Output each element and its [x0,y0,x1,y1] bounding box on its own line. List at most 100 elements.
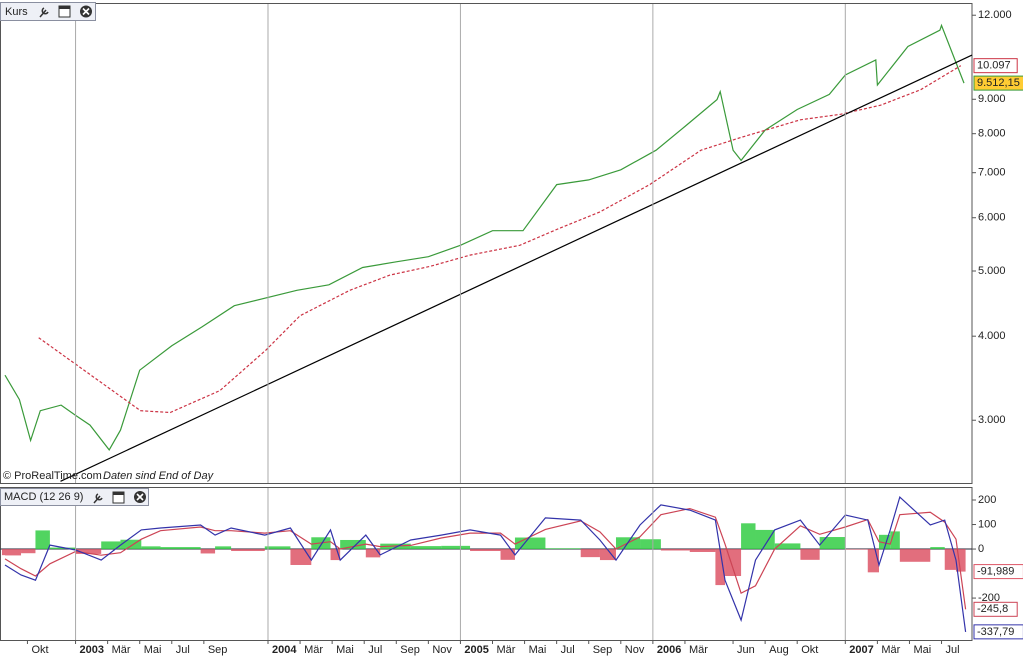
value-label-box [973,601,1018,617]
header-box [0,2,96,21]
x-tick-label: Jul [561,644,575,656]
panel-title: Kurs [5,6,28,18]
histogram-bar [290,549,312,565]
histogram-bar [200,549,216,554]
window-icon-bar [59,6,70,9]
histogram-bar [890,531,900,550]
histogram-bar [660,549,690,551]
series-line [4,496,967,632]
value-label: 9.512,15 [977,77,1020,89]
histogram-bar [878,534,891,550]
value-label: -337,79 [977,626,1014,638]
histogram-bar [120,539,142,550]
value-label: 10.097 [977,60,1011,72]
plot: 3.000 4.000 5.000 6.000 7.000 8.000 9.000 12.00… [0,4,1023,656]
value-label: -91,989 [977,566,1014,578]
x-tick-label: Sep [400,644,420,656]
histogram-bar [599,549,616,561]
macd-panel [0,487,973,641]
x-tick-label: Mai [336,644,354,656]
histogram-bar [689,549,716,552]
settings-icon[interactable] [39,7,49,18]
x-tick-label: 2007 [849,644,873,656]
close-cross [136,493,144,501]
series-line [60,54,973,482]
histogram-bar [49,547,76,550]
x-tick-label: 2003 [80,644,104,656]
header-box [0,488,149,506]
value-label-box [973,75,1023,91]
series-line [4,507,967,610]
x-tick-label: Mai [529,644,547,656]
histogram-bar [640,539,661,550]
value-label: -245,8 [977,603,1008,615]
y-tick-label: 200 [978,494,996,506]
histogram-bar [741,523,756,550]
x-tick-label: Mär [497,644,516,656]
x-tick-label: Jul [368,644,382,656]
macd-header: MACD (12 26 9) [0,488,149,506]
histogram-bar [4,549,22,556]
x-tick-label: Jul [946,644,960,656]
histogram-bar [715,549,726,586]
y-tick-label: 12.000 [978,9,1012,21]
x-tick-label: 2005 [464,644,488,656]
x-tick-label: Mär [881,644,900,656]
price-panel [0,3,973,484]
x-tick-label: 2006 [657,644,681,656]
histogram-bar [160,547,201,550]
series-line [38,65,962,414]
y-tick-label: 9.000 [978,93,1006,105]
x-tick-label: Mär [304,644,323,656]
histogram-bar [500,549,515,560]
annotation: Daten sind End of Day [103,470,215,482]
x-tick-label: Jun [737,644,755,656]
histogram-bar [231,549,265,552]
close-cross [82,7,90,16]
window-icon-bar [113,492,124,495]
histogram-bar [755,529,775,550]
histogram-bar [264,546,291,550]
histogram-bar [365,549,381,558]
y-tick-label: 5.000 [978,265,1006,277]
value-label-box [973,58,1018,74]
series-line [4,23,965,451]
x-tick-label: Jul [176,644,190,656]
value-label-box [973,564,1023,580]
histogram-bar [101,541,121,550]
histogram-bar [867,549,879,573]
histogram-bar [441,545,471,550]
histogram-bar [21,549,36,554]
y-tick-label: 0 [978,543,984,555]
y-tick-label: 8.000 [978,128,1006,140]
x-tick-label: Sep [208,644,228,656]
value-label-box [973,624,1023,640]
y-tick-label: 100 [978,518,996,530]
histogram-bar [899,549,931,562]
x-tick-label: Mär [689,644,708,656]
histogram-bar [141,546,161,550]
x-tick-label: Mai [913,644,931,656]
panel-title: MACD (12 26 9) [4,491,83,503]
x-tick-label: Nov [432,644,452,656]
y-tick-label: -200 [978,592,1000,604]
histogram-bar [944,549,956,570]
annotation: © ProRealTime.com [3,470,102,482]
x-tick-label: Nov [625,644,645,656]
histogram-bar [580,549,600,558]
histogram-bar [330,549,341,561]
histogram-bar [35,530,50,550]
histogram-bar [75,549,102,554]
y-tick-label: 6.000 [978,212,1006,224]
x-tick-label: Mai [144,644,162,656]
y-tick-label: 7.000 [978,167,1006,179]
settings-icon[interactable] [93,493,103,504]
histogram-bar [1,549,5,556]
histogram-bar [800,549,820,560]
y-tick-label: 3.000 [978,414,1006,426]
x-tick-label: Aug [769,644,789,656]
histogram-bar [774,543,801,550]
y-tick-label: 4.000 [978,330,1006,342]
histogram-bar [340,539,366,550]
